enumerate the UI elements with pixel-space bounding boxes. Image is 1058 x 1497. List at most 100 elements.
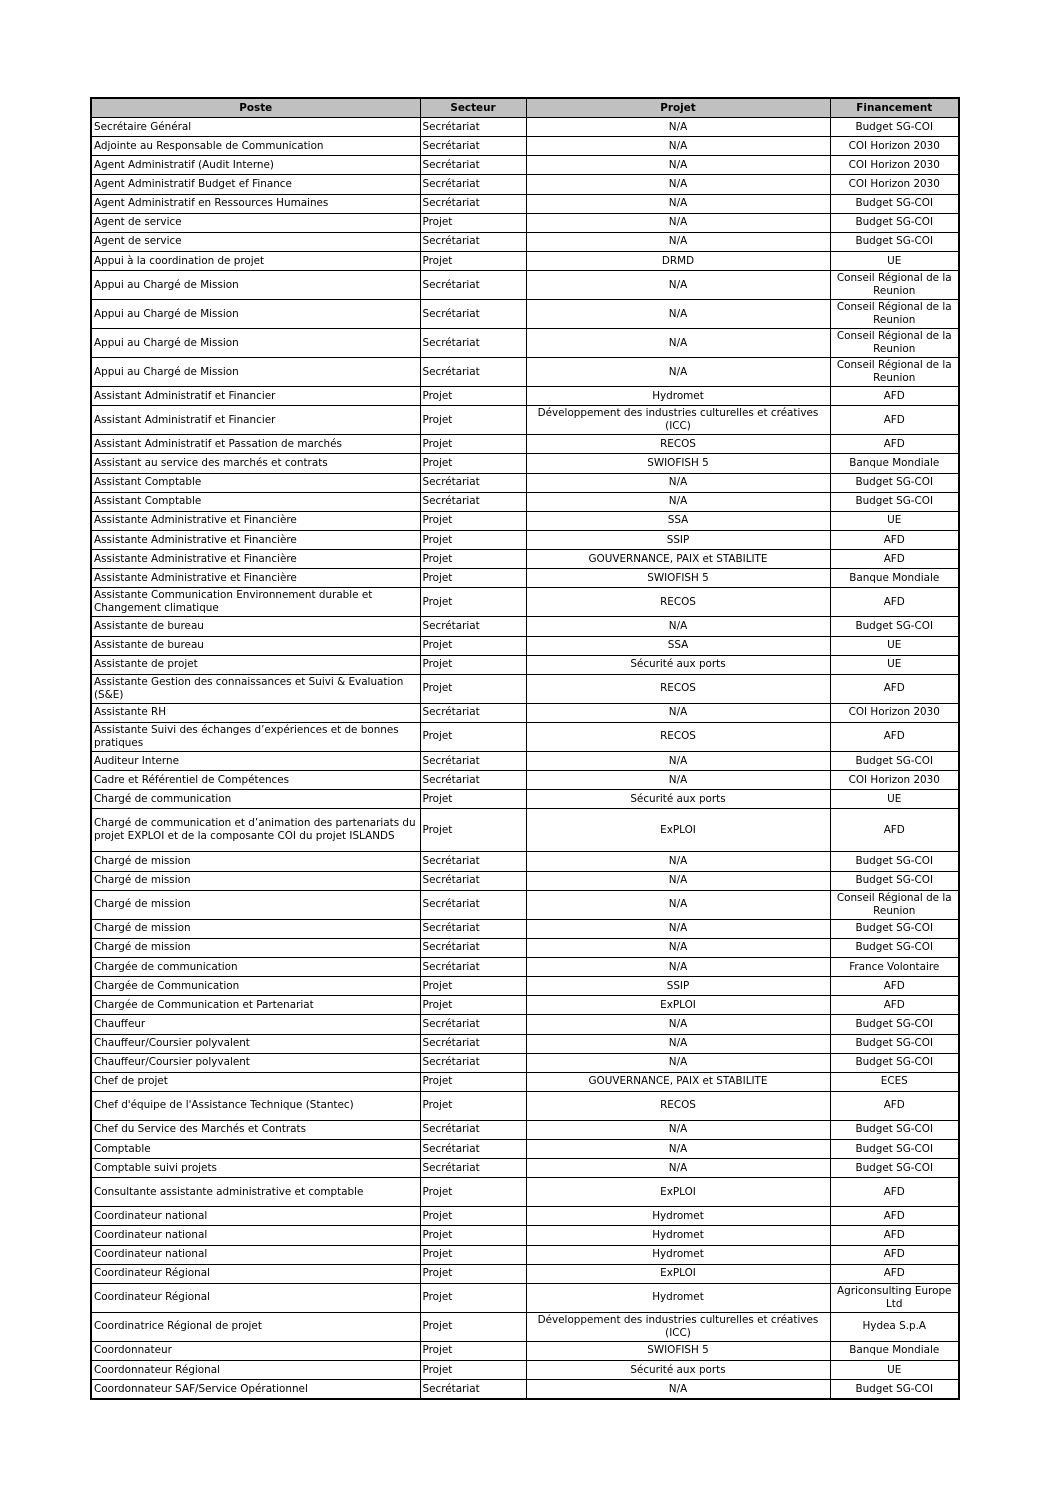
cell-financement: Budget SG-COI [829,1033,960,1054]
cell-projet: Sécurité aux ports [525,1360,831,1381]
table-row: Chauffeur/Coursier polyvalent Secrétariat… [90,1033,960,1054]
cell-poste: Agent Administratif (Audit Interne) [90,155,421,176]
table-row: Chargé de mission Secrétariat N/A Budget SG… [90,851,960,872]
cell-financement: Budget SG-COI [829,491,960,512]
cell-poste: Chargé de communication et d’animation d… [90,808,421,853]
cell-secteur: Secrétariat [419,328,527,359]
table-row: Appui au Chargé de Mission Secrétariat N/A… [90,328,960,359]
cell-financement: ECES [829,1071,960,1092]
cell-poste: Coordinateur national [90,1225,421,1246]
cell-poste: Chargé de mission [90,937,421,958]
cell-secteur: Secrétariat [419,270,527,301]
cell-financement: AFD [829,808,960,853]
cell-poste: Assistante Administrative et Financière [90,568,421,589]
table-row: Agent Administratif en Ressources Humain… [90,193,960,214]
table-row: Coordinateur national Projet Hydromet AFD [90,1206,960,1227]
cell-poste: Chauffeur/Coursier polyvalent [90,1052,421,1073]
cell-secteur: Secrétariat [419,472,527,493]
cell-poste: Appui au Chargé de Mission [90,357,421,388]
cell-secteur: Secrétariat [419,750,527,772]
cell-poste: Chargé de mission [90,870,421,891]
table-row: Chauffeur Secrétariat N/A Budget SG-COI [90,1014,960,1035]
cell-financement: Budget SG-COI [829,851,960,872]
cell-financement: AFD [829,673,960,704]
cell-projet: N/A [525,1139,831,1160]
cell-secteur: Projet [419,405,527,436]
cell-secteur: Projet [419,453,527,474]
cell-financement: UE [829,1360,960,1381]
cell-projet: ExPLOI [525,995,831,1016]
cell-financement: Hydea S.p.A [829,1311,960,1342]
cell-projet: N/A [525,472,831,493]
cell-financement: AFD [829,1244,960,1265]
header-poste: Poste [90,97,421,118]
cell-poste: Agent de service [90,231,421,252]
cell-financement: Budget SG-COI [829,1119,960,1141]
cell-projet: RECOS [525,673,831,704]
cell-financement: COI Horizon 2030 [829,702,960,723]
cell-secteur: Secrétariat [419,851,527,872]
table-row: Assistante Administrative et Financière P… [90,549,960,570]
cell-projet: N/A [525,155,831,176]
table-row: Coordinatrice Régional de projet Projet Dé… [90,1311,960,1342]
header-row: Poste Secteur Projet Financement [90,97,960,118]
table-body: Secrétaire Général Secrétariat N/A Budget S… [90,116,960,1400]
cell-financement: Budget SG-COI [829,1014,960,1035]
cell-secteur: Secrétariat [419,1014,527,1035]
cell-projet: Sécurité aux ports [525,789,831,810]
cell-poste: Appui au Chargé de Mission [90,299,421,330]
cell-secteur: Projet [419,250,527,272]
cell-financement: AFD [829,1090,960,1121]
table-row: Chef du Service des Marchés et Contrats S… [90,1119,960,1141]
cell-secteur: Projet [419,1311,527,1342]
cell-projet: N/A [525,750,831,772]
cell-projet: N/A [525,851,831,872]
cell-secteur: Projet [419,212,527,233]
table-row: Assistant Administratif et Passation de … [90,434,960,455]
cell-secteur: Secrétariat [419,1052,527,1073]
table-row: Assistante Gestion des connaissances et … [90,673,960,704]
cell-projet: N/A [525,1379,831,1400]
cell-financement: AFD [829,1263,960,1284]
table-row: Appui à la coordination de projet Projet D… [90,250,960,272]
table-row: Appui au Chargé de Mission Secrétariat N/A… [90,270,960,301]
cell-poste: Assistant Comptable [90,472,421,493]
cell-poste: Coordinateur Régional [90,1282,421,1313]
cell-poste: Agent Administratif en Ressources Humain… [90,193,421,214]
cell-projet: RECOS [525,434,831,455]
table-row: Agent Administratif Budget ef Finance Sec… [90,174,960,195]
table-row: Assistante Administrative et Financière P… [90,568,960,589]
cell-financement: COI Horizon 2030 [829,155,960,176]
cell-secteur: Projet [419,976,527,997]
cell-projet: RECOS [525,587,831,618]
cell-projet: ExPLOI [525,1263,831,1284]
cell-secteur: Secrétariat [419,299,527,330]
cell-financement: Budget SG-COI [829,472,960,493]
cell-secteur: Secrétariat [419,1119,527,1141]
cell-financement: AFD [829,434,960,455]
cell-secteur: Secrétariat [419,956,527,978]
cell-poste: Assistante RH [90,702,421,723]
table-row: Agent Administratif (Audit Interne) Secré… [90,155,960,176]
cell-projet: N/A [525,174,831,195]
cell-secteur: Secrétariat [419,702,527,723]
cell-secteur: Projet [419,1360,527,1381]
cell-financement: Banque Mondiale [829,568,960,589]
table-row: Assistante RH Secrétariat N/A COI Horizon 2… [90,702,960,723]
cell-projet: GOUVERNANCE, PAIX et STABILITE [525,549,831,570]
header-projet: Projet [525,97,831,118]
cell-secteur: Projet [419,1090,527,1121]
header-financement: Financement [829,97,960,118]
cell-financement: COI Horizon 2030 [829,174,960,195]
table-row: Chargé de mission Secrétariat N/A Budget SG… [90,937,960,958]
cell-financement: Conseil Régional de la Reunion [829,357,960,388]
cell-projet: N/A [525,328,831,359]
cell-projet: SSIP [525,529,831,551]
table-row: Coordinateur Régional Projet Hydromet Agric… [90,1282,960,1313]
cell-financement: AFD [829,529,960,551]
cell-financement: Budget SG-COI [829,212,960,233]
cell-poste: Appui au Chargé de Mission [90,328,421,359]
cell-projet: SWIOFISH 5 [525,568,831,589]
table-row: Assistante Communication Environnement d… [90,587,960,618]
table-row: Secrétaire Général Secrétariat N/A Budget S… [90,116,960,138]
